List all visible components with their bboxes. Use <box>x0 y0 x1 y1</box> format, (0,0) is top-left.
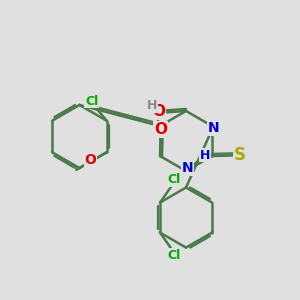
Text: Cl: Cl <box>167 249 181 262</box>
Text: N: N <box>208 122 219 135</box>
Text: O: O <box>154 122 167 137</box>
Text: O: O <box>85 153 97 167</box>
Text: Cl: Cl <box>167 173 181 186</box>
Text: H: H <box>147 99 158 112</box>
Text: H: H <box>200 149 210 162</box>
Text: Cl: Cl <box>85 95 98 108</box>
Text: O: O <box>152 104 166 119</box>
Text: N: N <box>182 161 194 175</box>
Text: S: S <box>234 146 246 164</box>
